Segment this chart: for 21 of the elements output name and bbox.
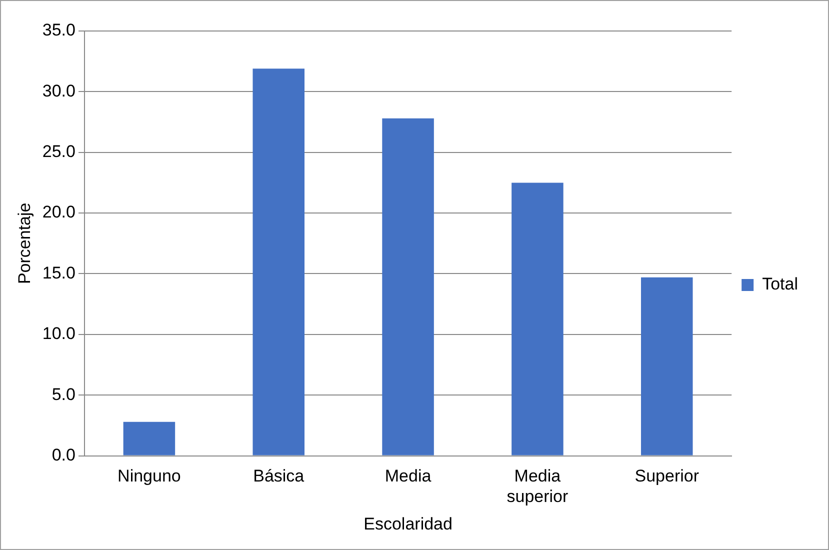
y-tick-label: 5.0 (52, 384, 76, 404)
y-tick-label: 30.0 (42, 81, 76, 100)
x-tick-label: Ninguno (118, 466, 181, 486)
bar (123, 422, 176, 456)
bar (382, 118, 434, 456)
y-tick-label: 10.0 (42, 324, 76, 344)
x-tick-label: Media superior (506, 466, 569, 506)
bar (640, 277, 693, 456)
y-axis-title: Porcentaje (14, 202, 34, 284)
x-tick-label: Básica (253, 466, 305, 486)
bar (252, 68, 304, 456)
y-tick-label: 25.0 (42, 142, 76, 162)
y-tick-label: 35.0 (42, 20, 76, 40)
y-tick-label: 0.0 (52, 445, 76, 464)
legend-label: Total (762, 274, 798, 294)
y-tick-label: 20.0 (42, 202, 76, 222)
x-axis-title: Escolaridad (364, 514, 452, 534)
bar (512, 182, 564, 456)
x-tick-label: Media (384, 466, 432, 486)
x-tick-label: Superior (634, 466, 700, 486)
y-tick-label: 15.0 (42, 263, 76, 282)
